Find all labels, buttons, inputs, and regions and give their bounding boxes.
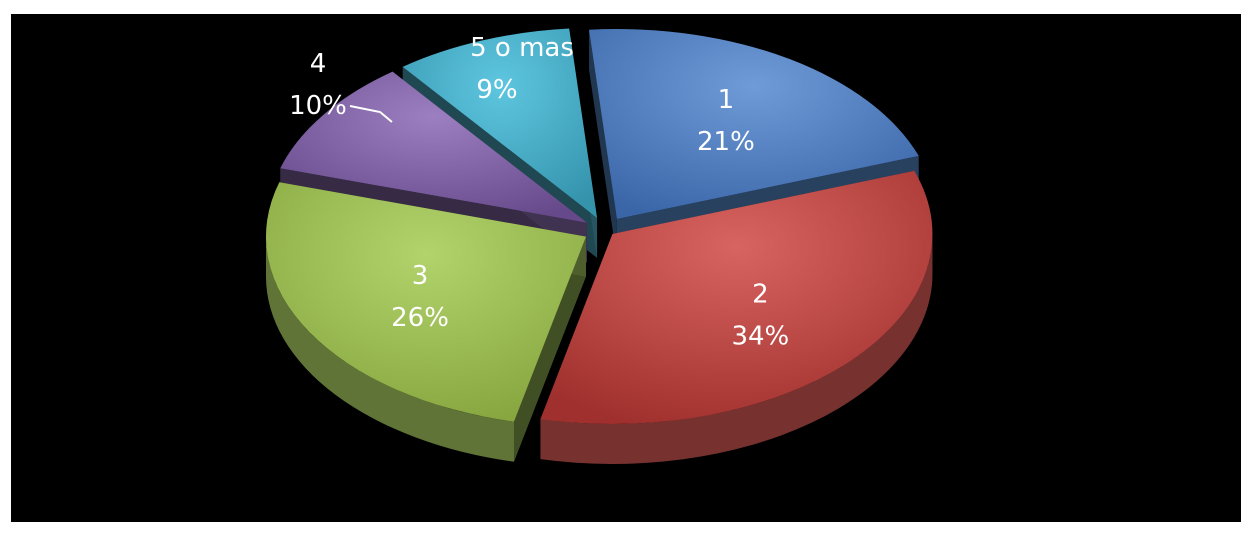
slice-cut-face bbox=[589, 29, 617, 260]
slice-side bbox=[265, 236, 515, 462]
slice-top bbox=[265, 182, 586, 422]
slice-category-label: 2 bbox=[752, 279, 769, 309]
slice-category-label: 4 bbox=[310, 49, 327, 79]
slice-top bbox=[589, 29, 919, 220]
slice-top bbox=[280, 71, 587, 223]
slice-cut-face bbox=[514, 236, 586, 462]
slice-side bbox=[540, 233, 933, 464]
slice-category-label: 3 bbox=[412, 261, 429, 291]
slice-percent-label: 26% bbox=[391, 303, 449, 333]
slice-category-label: 1 bbox=[718, 85, 735, 115]
slice-percent-label: 34% bbox=[731, 321, 789, 351]
slice-percent-label: 9% bbox=[476, 75, 517, 105]
pie-slice-3 bbox=[265, 182, 586, 462]
slice-top bbox=[540, 170, 933, 424]
slice-category-label: 5 o mas bbox=[470, 33, 574, 63]
pie-slice-2 bbox=[540, 170, 933, 464]
leader-line bbox=[349, 105, 393, 123]
slice-percent-label: 21% bbox=[697, 127, 755, 157]
slice-top bbox=[402, 28, 598, 218]
slice-percent-label: 10% bbox=[289, 91, 347, 121]
